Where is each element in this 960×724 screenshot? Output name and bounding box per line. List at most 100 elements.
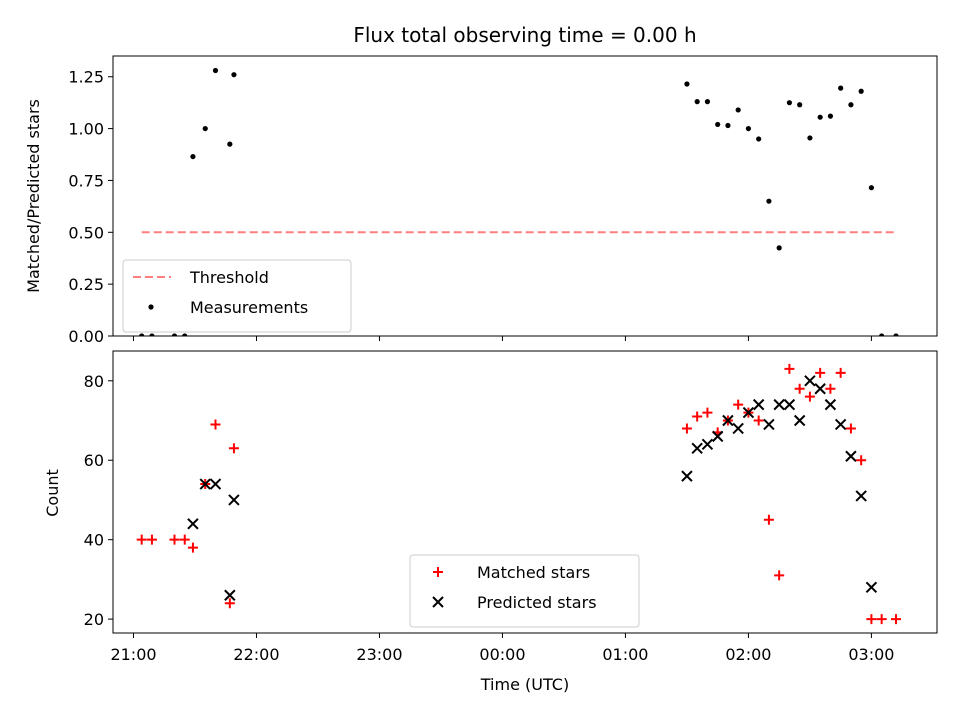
x-tick-label: 02:00 (725, 645, 771, 664)
measurement-point (190, 153, 196, 160)
measurement-point (182, 333, 188, 336)
predicted-stars-point (793, 414, 806, 427)
y-tick-label: 1.25 (68, 68, 104, 87)
measurement-point (776, 245, 782, 251)
measurement-point (725, 122, 731, 129)
matched-stars-point (856, 455, 867, 466)
predicted-stars-point (752, 398, 765, 411)
legend-box (409, 554, 640, 628)
chart-title: Flux total observing time = 0.00 h (353, 23, 696, 47)
predicted-stars-point (783, 398, 796, 411)
matched-stars-point (825, 383, 836, 394)
matched-stars-point (784, 363, 795, 374)
measurement-point (848, 102, 854, 108)
measurement-point (704, 99, 711, 105)
matched-stars-point (774, 570, 785, 581)
matched-stars-point (210, 419, 221, 430)
bottom-panel: Count Time (UTC) 21:00 22:00 23:00 00:00 01:… (43, 350, 938, 694)
matched-stars-point (136, 534, 147, 545)
predicted-stars-point (701, 438, 714, 451)
y-tick-label: 0.00 (68, 327, 104, 346)
predicted-stars-point (834, 418, 847, 431)
predicted-stars-point (228, 494, 240, 506)
matched-stars-point (804, 391, 815, 402)
matched-stars-point (876, 614, 887, 625)
matched-stars-point (835, 367, 846, 378)
matched-stars-point (702, 407, 713, 418)
x-tick-label: 01:00 (602, 645, 648, 664)
top-panel: Flux total observing time = 0.00 h Match… (24, 23, 938, 346)
top-legend: Threshold Measurements (122, 259, 352, 333)
measurement-point (684, 81, 690, 87)
measurement-point (231, 72, 237, 78)
legend-label: Threshold (189, 268, 269, 287)
predicted-stars-point (711, 430, 724, 443)
matched-stars-point (891, 614, 902, 625)
measurement-point (227, 141, 233, 147)
measurement-point (879, 333, 885, 336)
legend-box (122, 259, 352, 333)
legend-dot-swatch (148, 304, 154, 310)
matched-stars-point (169, 534, 180, 545)
measurement-point (139, 333, 145, 336)
predicted-stars-point (732, 422, 744, 435)
predicted-stars-point (855, 490, 867, 502)
matched-stars-point (681, 423, 692, 434)
measurement-point (212, 67, 219, 74)
x-tick-label: 23:00 (356, 645, 402, 664)
matched-stars-point (794, 383, 805, 394)
matched-stars-point (224, 598, 235, 609)
predicted-stars-point (209, 478, 222, 490)
y-tick-label: 0.50 (68, 223, 104, 242)
predicted-stars-point (742, 406, 755, 419)
measurement-point (858, 88, 864, 94)
predicted-stars-point (804, 375, 816, 387)
y-tick-label: 1.00 (68, 120, 104, 139)
top-axes-frame (112, 55, 938, 337)
legend-plus-swatch (433, 567, 443, 577)
predicted-stars-point (773, 398, 785, 411)
measurement-point (786, 100, 793, 106)
matched-stars-point (763, 514, 774, 525)
x-tick-label: 21:00 (110, 645, 156, 664)
measurement-point (694, 99, 700, 105)
measurement-point (149, 333, 155, 336)
measurement-point (715, 121, 721, 128)
predicted-stars-point (691, 442, 703, 455)
matched-stars-point (815, 367, 826, 378)
x-axis-label: Time (UTC) (480, 675, 569, 694)
matched-stars-point (692, 411, 703, 422)
matched-stars-point (845, 423, 856, 434)
x-tick-label: 03:00 (848, 645, 894, 664)
predicted-stars-point (845, 450, 857, 462)
measurement-point (817, 114, 823, 120)
predicted-stars-point (763, 418, 775, 431)
predicted-stars-point (199, 478, 211, 490)
measurement-point (838, 85, 844, 91)
x-tick-label: 22:00 (233, 645, 279, 664)
matched-stars-point (753, 415, 764, 426)
matched-stars-point (187, 542, 198, 553)
bottom-axes-frame (112, 350, 938, 634)
matched-stars-point (146, 534, 157, 545)
predicted-stars-point (824, 398, 837, 411)
measurement-point (766, 198, 772, 204)
measurement-point (171, 333, 178, 336)
measurement-point (797, 102, 803, 108)
matched-stars-point (228, 443, 239, 454)
matched-stars-point (866, 614, 877, 625)
y-tick-label: 20 (84, 610, 104, 629)
measurement-point (827, 113, 834, 119)
measurement-point (735, 107, 741, 113)
measurement-point (868, 185, 875, 191)
legend-label: Matched stars (477, 563, 590, 582)
matched-stars-point (733, 399, 744, 410)
predicted-stars-point (865, 581, 878, 594)
y-tick-label: 40 (84, 531, 104, 550)
y-tick-label: 0.75 (68, 171, 104, 190)
measurement-point (756, 136, 762, 142)
matched-stars-point (179, 534, 190, 545)
measurement-point (745, 125, 752, 132)
measurement-point (202, 125, 208, 132)
